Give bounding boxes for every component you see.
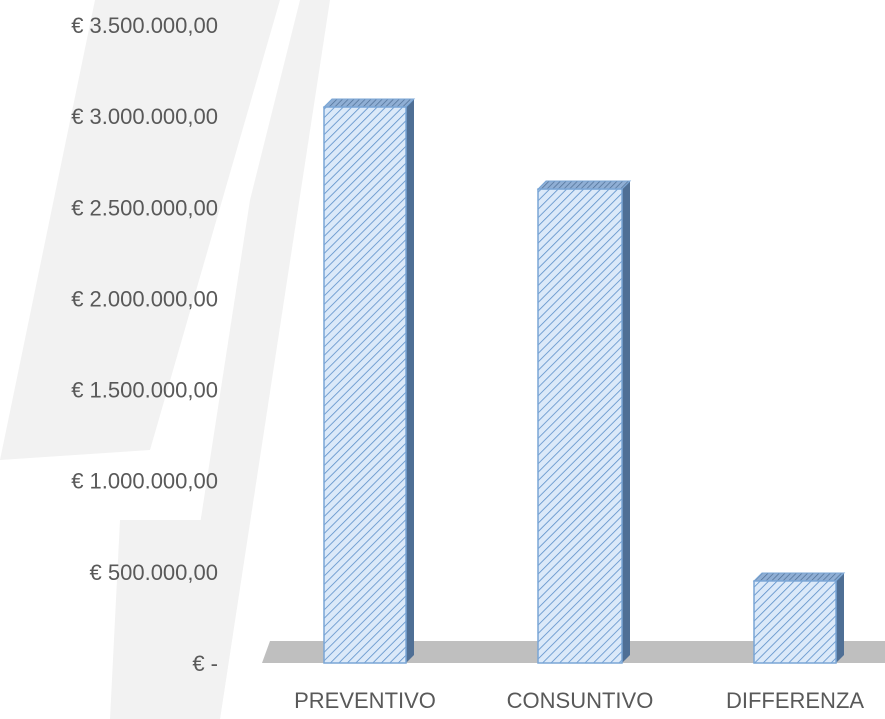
x-category-label: CONSUNTIVO (507, 688, 654, 713)
bar-side (406, 99, 414, 664)
x-category-label: PREVENTIVO (294, 688, 436, 713)
bar-consuntivo (536, 180, 632, 664)
bar-preventivo (322, 98, 416, 664)
y-tick-label: € 1.000.000,00 (71, 469, 218, 494)
bar-top (536, 180, 632, 190)
x-axis: PREVENTIVO CONSUNTIVO DIFFERENZA (294, 688, 864, 713)
y-tick-label: € 2.000.000,00 (71, 286, 218, 311)
bar (537, 188, 623, 664)
bar-side (836, 572, 844, 663)
watermark-stroke (110, 520, 250, 719)
bar-top (322, 98, 416, 108)
bar-side (622, 181, 630, 664)
x-category-label: DIFFERENZA (726, 688, 864, 713)
y-tick-label: € 500.000,00 (90, 560, 218, 585)
bar (323, 106, 407, 664)
y-tick-label: € 1.500.000,00 (71, 378, 218, 403)
y-tick-label: € - (192, 651, 218, 676)
bar-differenza (752, 572, 846, 664)
watermark-stroke (0, 0, 280, 460)
watermark-logo (0, 0, 330, 719)
bar-top (752, 572, 846, 582)
y-tick-label: € 2.500.000,00 (71, 195, 218, 220)
bars (322, 98, 846, 664)
y-tick-label: € 3.500.000,00 (71, 13, 218, 38)
y-tick-label: € 3.000.000,00 (71, 104, 218, 129)
y-axis: € - € 500.000,00 € 1.000.000,00 € 1.500.000… (71, 13, 218, 676)
bar (753, 580, 837, 664)
